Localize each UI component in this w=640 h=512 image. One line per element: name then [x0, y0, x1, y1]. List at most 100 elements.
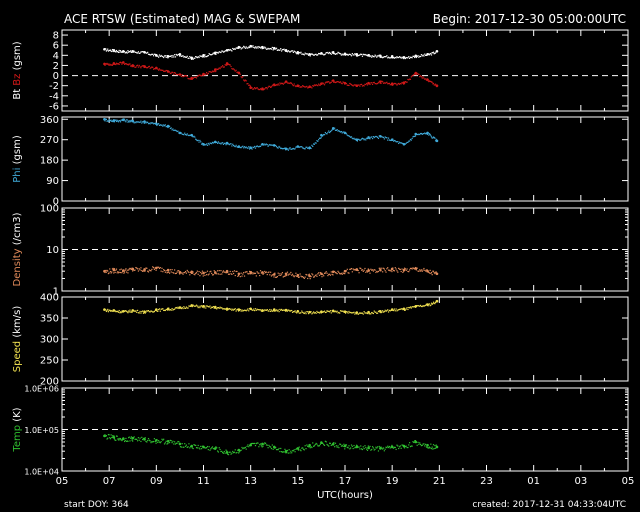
data-dot	[398, 56, 401, 58]
data-dot	[223, 51, 225, 53]
data-dot	[312, 145, 314, 148]
y-tick-label: 0	[53, 197, 59, 208]
data-dot	[307, 54, 310, 56]
data-dot	[393, 82, 396, 85]
data-dot	[302, 312, 305, 314]
data-point	[367, 310, 370, 314]
data-dot	[222, 143, 225, 145]
data-dot	[219, 448, 221, 451]
data-dot	[118, 49, 120, 52]
data-dot	[206, 305, 208, 307]
data-dot	[276, 448, 278, 451]
data-dot	[212, 274, 214, 276]
data-dot	[170, 271, 172, 273]
data-dot	[174, 443, 177, 445]
data-dot	[291, 148, 293, 150]
data-dot	[182, 76, 184, 78]
data-dot	[163, 269, 166, 272]
data-dot	[348, 445, 350, 447]
data-dot	[270, 309, 273, 311]
data-dot	[345, 444, 347, 446]
data-dot	[114, 310, 116, 312]
data-dot	[250, 308, 252, 311]
data-dot	[158, 56, 160, 58]
data-dot	[347, 272, 349, 274]
data-dot	[146, 121, 148, 123]
data-dot	[329, 130, 332, 133]
data-point	[122, 269, 125, 272]
data-dot	[209, 71, 211, 73]
data-dot	[418, 270, 420, 272]
data-dot	[275, 449, 278, 451]
data-point	[103, 269, 106, 273]
data-dot	[264, 271, 267, 274]
data-dot	[197, 56, 199, 58]
data-dot	[410, 267, 412, 270]
data-dot	[195, 272, 197, 275]
data-dot	[388, 309, 390, 312]
data-dot	[434, 447, 437, 449]
data-dot	[188, 443, 190, 445]
data-dot	[317, 311, 319, 314]
x-tick-label: 01	[527, 476, 540, 487]
data-dot	[288, 449, 290, 451]
data-dot	[412, 74, 414, 77]
data-dot	[333, 128, 335, 130]
data-dot	[257, 145, 259, 148]
data-dot	[289, 452, 291, 454]
data-dot	[165, 126, 167, 128]
data-dot	[366, 448, 368, 450]
data-dot	[140, 120, 142, 122]
data-dot	[289, 147, 291, 149]
data-dot	[325, 311, 327, 313]
data-dot	[359, 267, 361, 269]
data-dot	[227, 48, 230, 51]
data-dot	[239, 73, 241, 75]
data-dot	[106, 120, 108, 122]
data-dot	[336, 53, 338, 55]
data-dot	[111, 120, 113, 123]
data-dot	[371, 312, 374, 314]
data-dot	[346, 268, 348, 270]
data-dot	[121, 63, 123, 65]
data-dot	[263, 272, 265, 274]
data-dot	[107, 120, 110, 122]
data-dot	[332, 274, 334, 276]
data-dot	[422, 133, 424, 135]
data-dot	[196, 75, 198, 77]
data-point	[320, 272, 323, 276]
data-dot	[323, 444, 326, 447]
data-dot	[226, 309, 228, 311]
data-dot	[171, 129, 173, 131]
data-dot	[349, 135, 351, 138]
data-dot	[112, 121, 114, 123]
data-dot	[286, 310, 289, 312]
data-point	[155, 122, 158, 126]
data-dot	[110, 309, 112, 312]
data-dot	[221, 273, 223, 275]
data-dot	[154, 440, 156, 443]
data-dot	[177, 73, 179, 76]
data-dot	[419, 76, 421, 78]
data-dot	[408, 271, 410, 273]
chart-title: ACE RTSW (Estimated) MAG & SWEPAM	[64, 12, 300, 26]
data-dot	[322, 134, 324, 137]
data-dot	[351, 312, 353, 314]
data-dot	[131, 65, 133, 68]
data-dot	[147, 439, 149, 442]
data-dot	[250, 271, 252, 273]
data-dot	[282, 276, 284, 278]
data-point	[249, 443, 252, 447]
data-dot	[178, 270, 180, 272]
data-dot	[334, 81, 336, 83]
data-dot	[160, 270, 162, 272]
data-dot	[119, 50, 122, 52]
data-dot	[317, 140, 319, 142]
data-dot	[417, 270, 419, 272]
data-dot	[277, 449, 279, 451]
data-dot	[328, 273, 331, 275]
data-dot	[374, 311, 376, 313]
data-dot	[350, 311, 352, 314]
data-dot	[397, 271, 399, 273]
